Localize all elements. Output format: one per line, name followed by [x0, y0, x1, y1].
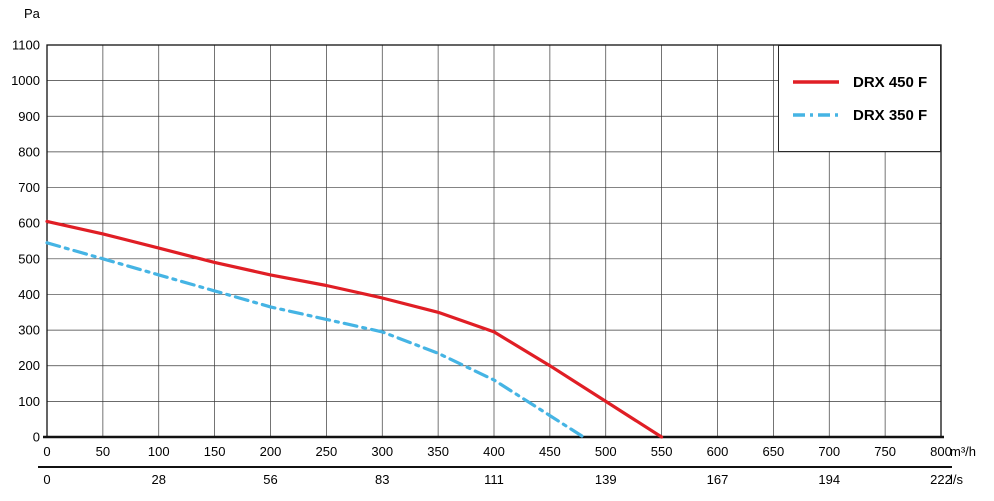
- y-axis-tick-label: 1100: [12, 38, 40, 53]
- series-curve-drx-450-f: [45, 219, 664, 439]
- x-axis-ls-tick-label: 83: [375, 472, 389, 487]
- y-axis-tick-label: 900: [18, 109, 40, 124]
- x-axis-secondary-unit-label: l/s: [950, 472, 964, 487]
- y-axis-tick-label: 600: [18, 216, 40, 231]
- x-axis-m3h-tick-label: 600: [707, 444, 729, 459]
- legend-entry-drx-350-f: DRX 350 F: [791, 107, 930, 124]
- x-axis-m3h-tick-label: 150: [204, 444, 226, 459]
- y-axis-tick-label: 0: [33, 430, 40, 445]
- x-axis-primary-unit-label: m³/h: [950, 444, 976, 459]
- x-axis-m3h-tick-label: 800: [930, 444, 952, 459]
- x-axis-m3h-tick-label: 100: [148, 444, 170, 459]
- y-axis-tick-label: 300: [18, 323, 40, 338]
- x-axis-m3h-tick-label: 750: [874, 444, 896, 459]
- x-axis-m3h-tick-label: 650: [763, 444, 785, 459]
- y-axis-tick-label: 200: [18, 358, 40, 373]
- x-axis-ls-tick-label: 139: [595, 472, 617, 487]
- x-axis-m3h-tick-label: 250: [316, 444, 338, 459]
- x-axis-m3h-tick-label: 700: [818, 444, 840, 459]
- x-axis-m3h-tick-label: 450: [539, 444, 561, 459]
- legend-label-drx-350-f: DRX 350 F: [853, 106, 928, 124]
- legend-line-dash-dot-icon: [793, 113, 839, 117]
- x-axis-ls-tick-label: 111: [484, 472, 504, 487]
- x-axis-ls-tick-label: 0: [43, 472, 50, 487]
- legend-entry-drx-450-f: DRX 450 F: [791, 74, 930, 91]
- x-axis-ls-tick-label: 222: [930, 472, 952, 487]
- x-axis-m3h-tick-label: 400: [483, 444, 505, 459]
- series-curve-drx-350-f: [45, 241, 586, 439]
- x-axis-m3h-tick-label: 0: [43, 444, 50, 459]
- y-axis-unit-label: Pa: [24, 6, 41, 21]
- y-axis-tick-label: 500: [18, 251, 40, 266]
- legend: DRX 450 F DRX 350 F: [778, 45, 941, 152]
- x-axis-ls-tick-label: 28: [152, 472, 166, 487]
- x-axis-m3h-tick-label: 50: [96, 444, 110, 459]
- y-axis-tick-label: 800: [18, 144, 40, 159]
- x-axis-m3h-tick-label: 550: [651, 444, 673, 459]
- y-axis-tick-label: 700: [18, 180, 40, 195]
- x-axis-m3h-tick-label: 200: [260, 444, 282, 459]
- y-axis-tick-label: 100: [18, 394, 40, 409]
- x-axis-ls-tick-label: 167: [707, 472, 729, 487]
- x-axis-ls-tick-label: 194: [818, 472, 840, 487]
- legend-label-drx-450-f: DRX 450 F: [853, 73, 928, 91]
- y-axis-tick-label: 400: [18, 287, 40, 302]
- x-axis-ls-tick-label: 56: [263, 472, 277, 487]
- x-axis-m3h-tick-label: 500: [595, 444, 617, 459]
- x-axis-m3h-tick-label: 300: [371, 444, 393, 459]
- y-axis-tick-label: 1000: [11, 73, 40, 88]
- x-axis-m3h-tick-label: 350: [427, 444, 449, 459]
- legend-line-solid-icon: [793, 80, 839, 84]
